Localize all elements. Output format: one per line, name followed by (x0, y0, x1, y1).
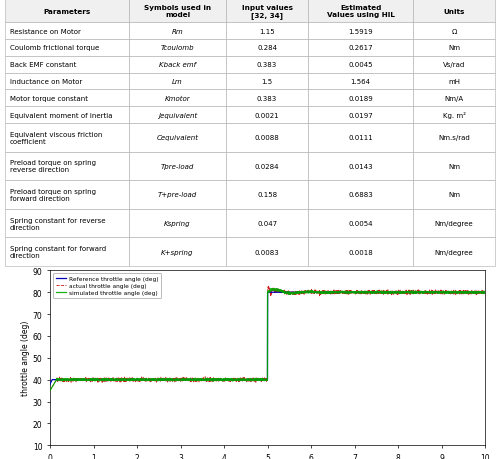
simulated throttle angle (deg) (482, 290, 488, 295)
simulated throttle angle (deg) (268, 286, 274, 292)
Line: actual throttle angle (deg): actual throttle angle (deg) (50, 286, 485, 391)
Reference throttle angle (deg) (482, 290, 488, 296)
Line: Reference throttle angle (deg): Reference throttle angle (deg) (50, 293, 485, 384)
simulated throttle angle (deg) (213, 377, 219, 383)
simulated throttle angle (deg) (372, 290, 378, 295)
Reference throttle angle (deg) (372, 290, 378, 296)
simulated throttle angle (deg) (126, 377, 132, 382)
actual throttle angle (deg) (308, 289, 314, 294)
Reference throttle angle (deg) (308, 290, 314, 296)
Line: simulated throttle angle (deg): simulated throttle angle (deg) (50, 289, 485, 391)
actual throttle angle (deg) (266, 284, 272, 289)
actual throttle angle (deg) (126, 378, 132, 383)
actual throttle angle (deg) (330, 289, 336, 294)
actual throttle angle (deg) (482, 291, 488, 297)
Y-axis label: throttle angle (deg): throttle angle (deg) (21, 320, 30, 396)
Reference throttle angle (deg) (264, 290, 270, 296)
Reference throttle angle (deg) (47, 381, 53, 387)
actual throttle angle (deg) (404, 289, 410, 294)
actual throttle angle (deg) (372, 291, 378, 296)
actual throttle angle (deg) (213, 376, 219, 382)
Reference throttle angle (deg) (213, 377, 219, 383)
Legend: Reference throttle angle (deg), actual throttle angle (deg), simulated throttle : Reference throttle angle (deg), actual t… (53, 274, 161, 298)
Reference throttle angle (deg) (330, 290, 336, 296)
simulated throttle angle (deg) (308, 290, 314, 295)
simulated throttle angle (deg) (330, 290, 336, 296)
simulated throttle angle (deg) (47, 388, 53, 393)
Reference throttle angle (deg) (126, 377, 132, 383)
simulated throttle angle (deg) (404, 290, 410, 295)
Reference throttle angle (deg) (404, 290, 410, 296)
actual throttle angle (deg) (47, 388, 53, 393)
